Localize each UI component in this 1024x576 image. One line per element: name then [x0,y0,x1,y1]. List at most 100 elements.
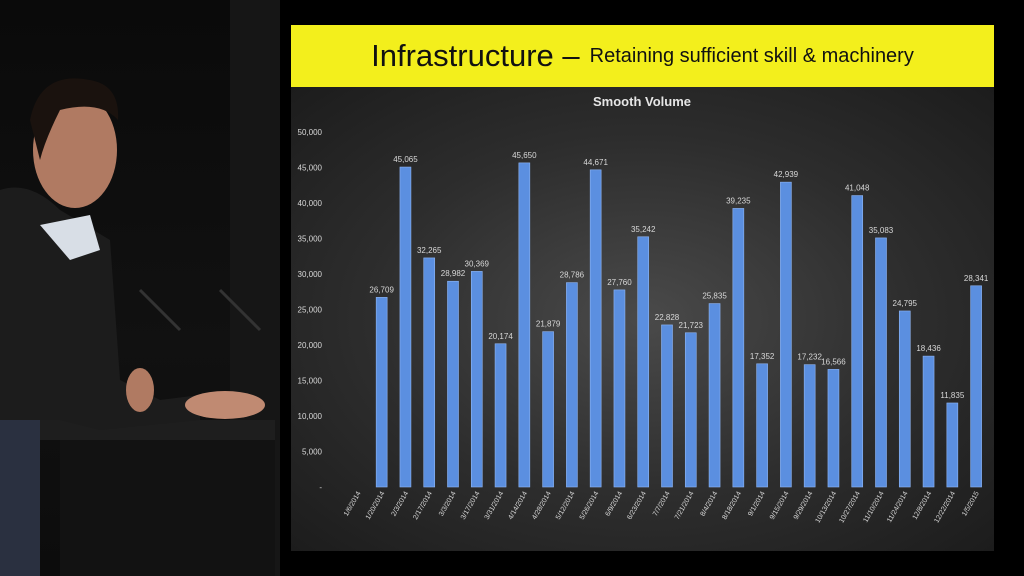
data-label: 27,760 [607,278,632,287]
data-label: 35,083 [869,226,894,235]
y-tick-label: 25,000 [298,306,323,315]
data-label: 39,235 [726,196,751,205]
data-label: 32,265 [417,246,442,255]
data-label: 17,352 [750,352,775,361]
data-label: 28,982 [441,269,466,278]
bar [375,297,388,488]
x-tick-label: 5/26/2014 [579,490,601,521]
bars-group [375,162,982,488]
x-tick-label: 8/4/2014 [700,490,720,517]
bar [494,343,507,488]
x-tick-label: 11/24/2014 [886,490,909,523]
data-label: 42,939 [774,170,799,179]
data-label: 25,835 [702,292,727,301]
bar [851,195,864,488]
bar [423,257,436,488]
bar [470,271,483,488]
x-tick-label: 6/9/2014 [604,490,624,517]
x-tick-label: 12/22/2014 [933,490,957,524]
bar [922,355,935,488]
slide-title: Infrastructure – [371,38,580,73]
y-tick-label: 15,000 [298,377,323,386]
x-tick-label: 1/6/2014 [343,490,363,517]
y-tick-label: 10,000 [298,412,323,421]
data-label: 45,650 [512,151,537,160]
chart-title: Smooth Volume [593,94,691,109]
chart-area: Smooth Volume 50,000 45,000 40,000 35,000 30… [291,87,994,551]
x-tick-label: 5/12/2014 [555,490,577,521]
bar [827,369,840,488]
bar [518,162,531,488]
x-tick-label: 4/14/2014 [507,490,529,521]
x-tick-label: 3/3/2014 [438,490,458,517]
y-axis: 50,000 45,000 40,000 35,000 30,000 25,000 20,0… [298,128,323,492]
data-label: 28,786 [560,271,585,280]
speaker-video-area [0,0,280,576]
bar [613,289,626,488]
y-tick-label: 20,000 [298,341,323,350]
x-tick-label: 11/10/2014 [862,490,885,523]
data-label: 35,242 [631,225,656,234]
x-tick-label: 9/1/2014 [747,490,767,517]
x-tick-label: 10/27/2014 [838,490,862,524]
x-tick-label: 7/7/2014 [652,490,672,517]
slide-title-banner: Infrastructure – Retaining sufficient sk… [291,25,994,87]
y-tick-label: - [319,483,322,492]
x-tick-label: 12/8/2014 [912,490,934,521]
bar [399,166,412,488]
x-tick-label: 1/5/2015 [961,490,981,517]
x-tick-label: 1/20/2014 [365,490,387,521]
bar-chart: Smooth Volume 50,000 45,000 40,000 35,000 30… [298,94,989,524]
x-tick-label: 4/28/2014 [531,490,553,521]
x-tick-label: 9/29/2014 [793,490,815,521]
x-tick-label: 6/23/2014 [626,490,648,521]
data-label: 26,709 [369,285,394,294]
y-tick-label: 45,000 [298,164,323,173]
data-label: 21,879 [536,320,561,329]
data-label: 30,369 [465,259,490,268]
data-label: 17,232 [797,353,822,362]
x-tick-label: 3/31/2014 [484,490,506,521]
data-label: 21,723 [679,321,704,330]
bar [542,331,554,488]
data-label: 11,835 [940,391,964,400]
x-tick-label: 7/21/2014 [674,490,696,521]
bar [589,169,602,488]
data-label: 44,671 [583,158,608,167]
bar [708,303,721,488]
bar [803,364,816,488]
data-label: 45,065 [393,155,418,164]
y-tick-label: 35,000 [298,235,323,244]
bar [637,236,650,488]
x-tick-label: 8/18/2014 [721,490,743,521]
y-tick-label: 30,000 [298,270,323,279]
bar [732,208,745,488]
x-tick-label: 3/17/2014 [460,490,482,521]
speaker-silhouette [0,0,280,576]
bar [756,363,768,488]
bar [780,181,792,488]
data-label: 28,341 [964,274,989,283]
data-label: 24,795 [893,299,918,308]
bar [566,282,578,488]
y-tick-label: 50,000 [298,128,323,137]
bar [875,237,887,488]
bar [946,402,959,488]
x-tick-label: 9/15/2014 [769,490,791,521]
y-tick-label: 5,000 [302,448,323,457]
data-label: 16,566 [821,357,846,366]
data-label: 20,174 [488,332,513,341]
y-tick-label: 40,000 [298,199,323,208]
data-label: 22,828 [655,313,680,322]
presentation-slide: Infrastructure – Retaining sufficient sk… [291,25,994,551]
data-label: 41,048 [845,184,870,193]
x-axis: 1/6/2014 1/20/2014 2/3/2014 2/17/2014 3/3/20… [343,490,981,524]
bar [898,310,911,488]
x-tick-label: 2/3/2014 [390,490,410,517]
bar [447,280,459,488]
slide-subtitle: Retaining sufficient skill & machinery [589,44,914,67]
x-tick-label: 10/13/2014 [815,490,839,524]
data-label: 18,436 [916,344,941,353]
bar [684,332,697,488]
